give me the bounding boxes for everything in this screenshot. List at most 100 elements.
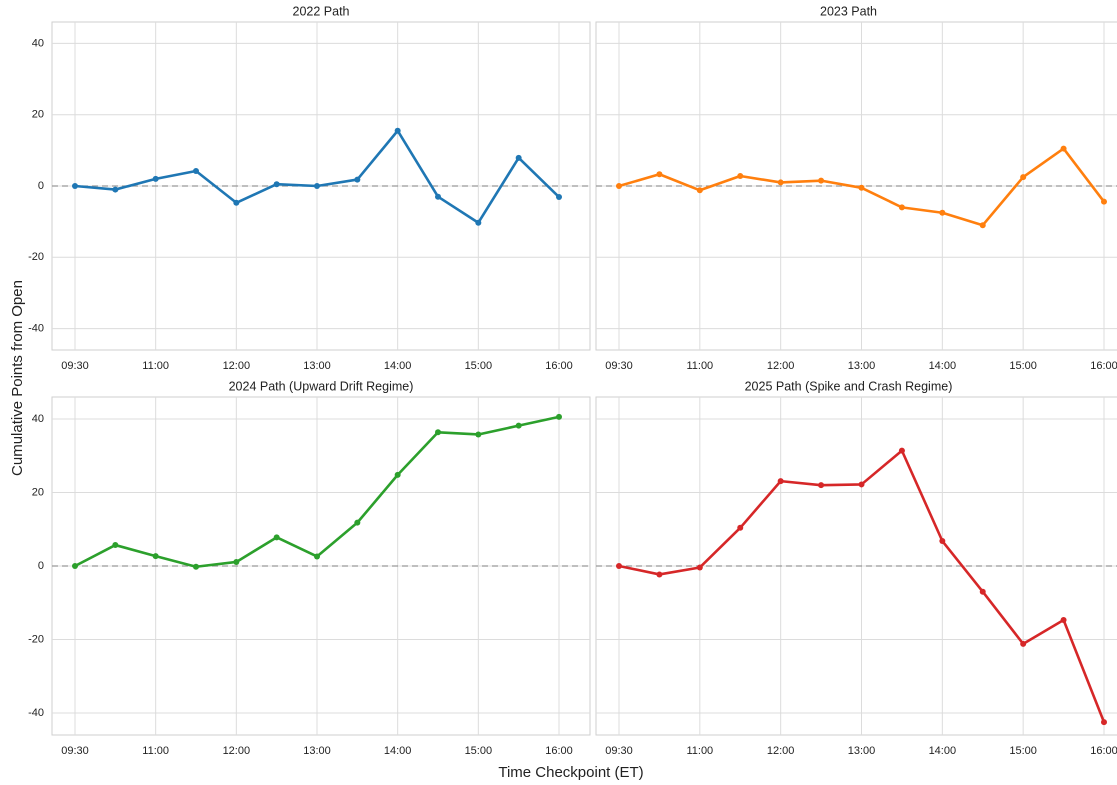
data-point [898,204,905,211]
subplot-title: 2025 Path (Spike and Crash Regime) [745,379,953,393]
x-tick-label: 16:00 [1090,745,1117,757]
subplot: 2024 Path (Upward Drift Regime) -40 -20 0 20… [28,379,591,757]
x-tick-label: 11:00 [686,360,713,372]
data-point [777,179,784,186]
data-point [616,183,622,189]
data-point [152,175,159,182]
data-point [112,186,119,193]
data-point [656,571,663,578]
subplot-title: 2023 Path [820,4,877,18]
x-tick-label: 13:00 [303,745,331,757]
data-point [475,219,482,226]
x-tick-label: 14:00 [384,360,412,372]
x-tick-label: 14:00 [929,360,957,372]
y-tick-label: 20 [32,109,44,121]
x-tick-label: 15:00 [1009,360,1037,372]
data-point [72,183,78,189]
data-point [556,413,562,420]
x-tick-label: 15:00 [465,360,493,372]
data-point [777,478,784,485]
subplot-title: 2024 Path (Upward Drift Regime) [229,379,414,393]
data-point [939,538,946,545]
x-tick-label: 11:00 [142,745,169,757]
x-tick-label: 09:30 [605,745,633,757]
data-point [152,553,159,560]
data-point [475,431,482,438]
x-tick-label: 15:00 [1009,745,1037,757]
data-point [233,199,240,206]
y-tick-label: 40 [32,413,44,425]
data-point [818,482,825,489]
x-tick-label: 14:00 [384,745,412,757]
data-point [696,187,703,194]
x-tick-label: 12:00 [767,745,795,757]
data-point [515,422,522,429]
x-tick-label: 16:00 [1090,360,1117,372]
y-axis-label: Cumulative Points from Open [9,280,26,476]
x-tick-label: 16:00 [545,745,573,757]
x-tick-label: 09:30 [605,360,633,372]
data-point [193,168,199,175]
data-point [1020,174,1027,181]
x-tick-label: 12:00 [223,745,251,757]
x-tick-label: 13:00 [303,360,331,372]
x-tick-label: 09:30 [61,360,89,372]
x-tick-label: 16:00 [545,360,573,372]
data-point [1060,617,1067,624]
data-point [273,534,280,541]
subplot-title: 2022 Path [293,4,350,18]
data-point [939,209,946,216]
data-point [354,176,361,183]
data-point [616,563,622,569]
data-point [515,154,522,161]
y-tick-label: -20 [28,633,44,645]
subplot: 2023 Path 09:30 11:00 12:00 13:00 14:00 15:00 1… [595,4,1117,372]
y-tick-label: 20 [32,486,44,498]
x-tick-label: 13:00 [848,745,876,757]
data-point [314,553,320,560]
data-point [898,447,905,454]
data-point [273,181,280,188]
y-tick-label: -40 [28,323,44,335]
data-point [233,558,240,565]
data-point [394,127,401,134]
data-point [1060,145,1067,152]
data-point [556,194,562,201]
y-tick-label: -20 [28,251,44,263]
x-tick-label: 12:00 [223,360,251,372]
data-point [858,481,865,488]
data-point [979,588,986,595]
subplot: 2025 Path (Spike and Crash Regime) 09:30 1… [595,379,1117,757]
y-tick-label: 0 [38,180,44,192]
x-tick-label: 14:00 [929,745,957,757]
x-tick-label: 11:00 [142,360,169,372]
data-point [818,177,825,184]
data-point [394,471,401,478]
x-tick-label: 09:30 [61,745,89,757]
x-tick-label: 11:00 [686,745,713,757]
data-point [435,193,441,200]
data-point [112,542,119,549]
y-tick-label: 40 [32,37,44,49]
x-tick-label: 13:00 [848,360,876,372]
data-point [737,173,744,180]
data-point [1020,640,1027,647]
data-point [354,519,361,526]
data-point [314,183,320,189]
data-point [858,184,865,191]
data-point [696,564,703,571]
x-axis-label: Time Checkpoint (ET) [498,764,643,781]
y-tick-label: 0 [38,560,44,572]
subplot: 2022 Path -40 -20 0 20 40 09:30 11:00 12:00 13:00… [28,4,591,372]
y-tick-label: -40 [28,707,44,719]
data-point [1101,719,1107,726]
data-point [1101,198,1107,205]
x-tick-label: 12:00 [767,360,795,372]
data-point [979,222,986,229]
data-point [656,171,663,178]
x-tick-label: 15:00 [465,745,493,757]
data-point [72,563,78,569]
data-point [737,524,744,531]
data-point [435,429,441,436]
